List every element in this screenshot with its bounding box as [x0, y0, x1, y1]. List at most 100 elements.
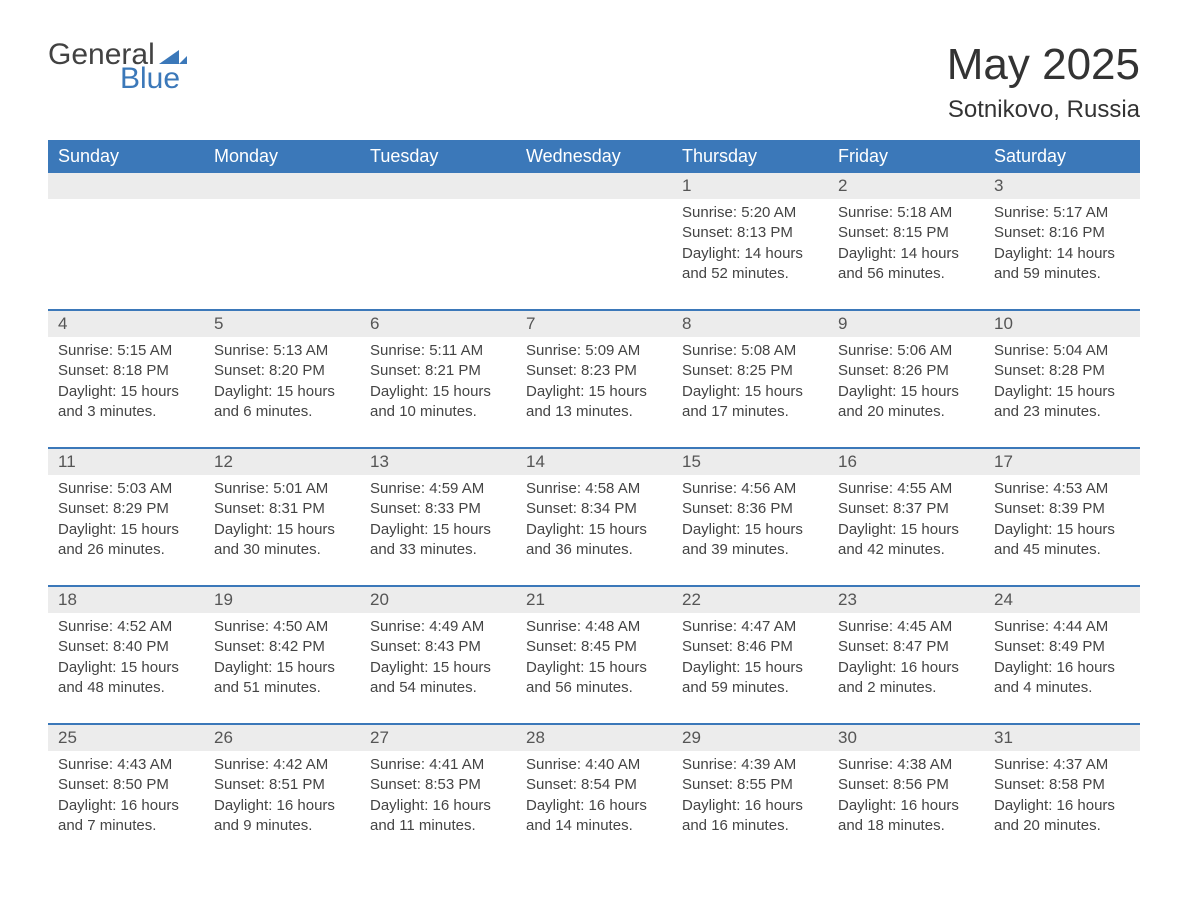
sunset-text: Sunset: 8:54 PM: [526, 775, 662, 795]
sunrise-text: Sunrise: 5:17 AM: [994, 203, 1130, 223]
daylight-text: Daylight: 15 hours and 48 minutes.: [58, 658, 194, 699]
daylight-text: Daylight: 16 hours and 16 minutes.: [682, 796, 818, 837]
day-number: 24: [984, 587, 1140, 613]
day-number: 12: [204, 449, 360, 475]
logo-text-blue: Blue: [120, 64, 187, 94]
day-cell: Sunrise: 5:01 AMSunset: 8:31 PMDaylight:…: [204, 475, 360, 585]
day-number: 15: [672, 449, 828, 475]
day-cell: Sunrise: 4:42 AMSunset: 8:51 PMDaylight:…: [204, 751, 360, 861]
month-title: May 2025: [947, 40, 1140, 90]
sunrise-text: Sunrise: 5:09 AM: [526, 341, 662, 361]
day-cell: Sunrise: 5:08 AMSunset: 8:25 PMDaylight:…: [672, 337, 828, 447]
sunset-text: Sunset: 8:29 PM: [58, 499, 194, 519]
weekday-cell: Sunday: [48, 140, 204, 173]
daylight-text: Daylight: 16 hours and 7 minutes.: [58, 796, 194, 837]
day-cell: Sunrise: 5:13 AMSunset: 8:20 PMDaylight:…: [204, 337, 360, 447]
day-content-row: Sunrise: 4:52 AMSunset: 8:40 PMDaylight:…: [48, 613, 1140, 723]
sunset-text: Sunset: 8:20 PM: [214, 361, 350, 381]
daylight-text: Daylight: 16 hours and 4 minutes.: [994, 658, 1130, 699]
sunset-text: Sunset: 8:26 PM: [838, 361, 974, 381]
day-number: 21: [516, 587, 672, 613]
sunrise-text: Sunrise: 4:47 AM: [682, 617, 818, 637]
sunset-text: Sunset: 8:36 PM: [682, 499, 818, 519]
day-number: 23: [828, 587, 984, 613]
day-number: 14: [516, 449, 672, 475]
weekday-cell: Thursday: [672, 140, 828, 173]
sunset-text: Sunset: 8:55 PM: [682, 775, 818, 795]
day-cell: Sunrise: 4:49 AMSunset: 8:43 PMDaylight:…: [360, 613, 516, 723]
sunset-text: Sunset: 8:33 PM: [370, 499, 506, 519]
day-cell: Sunrise: 4:58 AMSunset: 8:34 PMDaylight:…: [516, 475, 672, 585]
daylight-text: Daylight: 16 hours and 11 minutes.: [370, 796, 506, 837]
daylight-text: Daylight: 15 hours and 3 minutes.: [58, 382, 194, 423]
sunset-text: Sunset: 8:21 PM: [370, 361, 506, 381]
weekday-cell: Tuesday: [360, 140, 516, 173]
sunset-text: Sunset: 8:56 PM: [838, 775, 974, 795]
sunrise-text: Sunrise: 4:43 AM: [58, 755, 194, 775]
sunset-text: Sunset: 8:43 PM: [370, 637, 506, 657]
daylight-text: Daylight: 16 hours and 14 minutes.: [526, 796, 662, 837]
weekday-header-row: SundayMondayTuesdayWednesdayThursdayFrid…: [48, 140, 1140, 173]
daylight-text: Daylight: 16 hours and 18 minutes.: [838, 796, 974, 837]
day-content-row: Sunrise: 5:03 AMSunset: 8:29 PMDaylight:…: [48, 475, 1140, 585]
day-cell: Sunrise: 5:03 AMSunset: 8:29 PMDaylight:…: [48, 475, 204, 585]
sunrise-text: Sunrise: 5:08 AM: [682, 341, 818, 361]
sunrise-text: Sunrise: 4:52 AM: [58, 617, 194, 637]
sunrise-text: Sunrise: 4:49 AM: [370, 617, 506, 637]
day-cell: Sunrise: 4:48 AMSunset: 8:45 PMDaylight:…: [516, 613, 672, 723]
day-number: 13: [360, 449, 516, 475]
day-cell: Sunrise: 4:44 AMSunset: 8:49 PMDaylight:…: [984, 613, 1140, 723]
day-content-row: Sunrise: 5:15 AMSunset: 8:18 PMDaylight:…: [48, 337, 1140, 447]
day-cell: Sunrise: 4:45 AMSunset: 8:47 PMDaylight:…: [828, 613, 984, 723]
sunrise-text: Sunrise: 4:48 AM: [526, 617, 662, 637]
day-number: 2: [828, 173, 984, 199]
day-number-row: 18192021222324: [48, 587, 1140, 613]
day-cell: Sunrise: 5:11 AMSunset: 8:21 PMDaylight:…: [360, 337, 516, 447]
day-cell: Sunrise: 4:43 AMSunset: 8:50 PMDaylight:…: [48, 751, 204, 861]
sunset-text: Sunset: 8:40 PM: [58, 637, 194, 657]
day-cell: [360, 199, 516, 309]
day-cell: Sunrise: 4:40 AMSunset: 8:54 PMDaylight:…: [516, 751, 672, 861]
day-number: 7: [516, 311, 672, 337]
day-number: 25: [48, 725, 204, 751]
sunset-text: Sunset: 8:53 PM: [370, 775, 506, 795]
daylight-text: Daylight: 15 hours and 51 minutes.: [214, 658, 350, 699]
sunrise-text: Sunrise: 4:59 AM: [370, 479, 506, 499]
day-number: 20: [360, 587, 516, 613]
day-cell: Sunrise: 5:20 AMSunset: 8:13 PMDaylight:…: [672, 199, 828, 309]
daylight-text: Daylight: 15 hours and 26 minutes.: [58, 520, 194, 561]
day-number: [360, 173, 516, 199]
sunrise-text: Sunrise: 5:01 AM: [214, 479, 350, 499]
daylight-text: Daylight: 15 hours and 10 minutes.: [370, 382, 506, 423]
day-number-row: 123: [48, 173, 1140, 199]
sunrise-text: Sunrise: 4:44 AM: [994, 617, 1130, 637]
day-number: [516, 173, 672, 199]
daylight-text: Daylight: 16 hours and 20 minutes.: [994, 796, 1130, 837]
day-number: 27: [360, 725, 516, 751]
day-number: 30: [828, 725, 984, 751]
day-number: 4: [48, 311, 204, 337]
sunrise-text: Sunrise: 4:42 AM: [214, 755, 350, 775]
weekday-cell: Friday: [828, 140, 984, 173]
daylight-text: Daylight: 14 hours and 59 minutes.: [994, 244, 1130, 285]
day-cell: Sunrise: 5:09 AMSunset: 8:23 PMDaylight:…: [516, 337, 672, 447]
calendar-week: 18192021222324Sunrise: 4:52 AMSunset: 8:…: [48, 585, 1140, 723]
calendar-week: 45678910Sunrise: 5:15 AMSunset: 8:18 PMD…: [48, 309, 1140, 447]
sunrise-text: Sunrise: 4:50 AM: [214, 617, 350, 637]
sunset-text: Sunset: 8:34 PM: [526, 499, 662, 519]
day-number: 17: [984, 449, 1140, 475]
daylight-text: Daylight: 15 hours and 23 minutes.: [994, 382, 1130, 423]
day-content-row: Sunrise: 4:43 AMSunset: 8:50 PMDaylight:…: [48, 751, 1140, 861]
sunrise-text: Sunrise: 5:18 AM: [838, 203, 974, 223]
title-block: May 2025 Sotnikovo, Russia: [947, 40, 1140, 134]
daylight-text: Daylight: 15 hours and 45 minutes.: [994, 520, 1130, 561]
weekday-cell: Wednesday: [516, 140, 672, 173]
day-number: 22: [672, 587, 828, 613]
sunrise-text: Sunrise: 4:41 AM: [370, 755, 506, 775]
day-cell: Sunrise: 4:41 AMSunset: 8:53 PMDaylight:…: [360, 751, 516, 861]
sunset-text: Sunset: 8:42 PM: [214, 637, 350, 657]
day-number-row: 11121314151617: [48, 449, 1140, 475]
day-number: 31: [984, 725, 1140, 751]
sunrise-text: Sunrise: 4:40 AM: [526, 755, 662, 775]
sunrise-text: Sunrise: 4:56 AM: [682, 479, 818, 499]
